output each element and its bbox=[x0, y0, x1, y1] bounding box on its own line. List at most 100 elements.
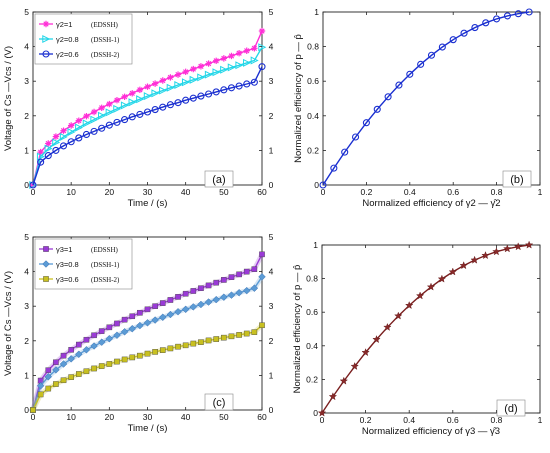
data-point bbox=[68, 346, 74, 353]
x-tick-label: 0.8 bbox=[491, 187, 503, 197]
data-point bbox=[330, 164, 338, 172]
data-point bbox=[91, 332, 97, 339]
data-point bbox=[174, 307, 182, 316]
data-point bbox=[82, 130, 90, 139]
legend-swatch-marker bbox=[42, 50, 50, 58]
legend-entry-note: (EDSSH) bbox=[91, 246, 119, 254]
data-point bbox=[121, 356, 128, 363]
data-point bbox=[37, 158, 45, 166]
x-tick-label: 60 bbox=[257, 187, 267, 197]
y-right-tick-label: 5 bbox=[269, 232, 274, 242]
data-point bbox=[152, 349, 158, 355]
data-point bbox=[339, 376, 348, 385]
data-point bbox=[197, 63, 205, 70]
data-point bbox=[105, 121, 113, 129]
data-point bbox=[243, 330, 250, 337]
data-point bbox=[258, 273, 266, 281]
data-point bbox=[121, 116, 129, 124]
y-right-tick-label: 2 bbox=[269, 336, 274, 346]
y-tick-label: 1 bbox=[24, 370, 29, 380]
data-point bbox=[235, 82, 243, 90]
data-point bbox=[136, 110, 144, 118]
data-point bbox=[45, 385, 52, 392]
data-point bbox=[361, 348, 370, 357]
legend-swatch-marker bbox=[43, 276, 49, 282]
data-point bbox=[75, 134, 83, 142]
data-point bbox=[60, 377, 67, 384]
y-right-tick-label: 4 bbox=[269, 42, 274, 52]
y-right-tick-label: 2 bbox=[269, 111, 274, 121]
data-point bbox=[75, 371, 82, 377]
data-point bbox=[341, 148, 349, 156]
data-point bbox=[159, 300, 166, 306]
data-point bbox=[503, 244, 512, 253]
data-point bbox=[189, 75, 198, 84]
panel-label-box: (d) bbox=[496, 399, 526, 417]
data-point bbox=[144, 306, 151, 313]
y-tick-label: 3 bbox=[24, 301, 29, 311]
data-point bbox=[236, 332, 242, 338]
data-point bbox=[136, 95, 145, 104]
data-point bbox=[98, 104, 105, 112]
y-right-tick-label: 0 bbox=[269, 180, 274, 190]
x-tick-label: 0 bbox=[31, 187, 36, 197]
y-tick-label: 0 bbox=[24, 405, 29, 415]
x-tick-label: 0.6 bbox=[447, 415, 459, 425]
x-axis-label: Time / (s) bbox=[128, 198, 168, 209]
data-point bbox=[128, 98, 137, 107]
y-tick-label: 0.4 bbox=[306, 341, 318, 351]
data-point bbox=[213, 57, 220, 64]
x-tick-label: 1 bbox=[538, 187, 543, 197]
data-point bbox=[213, 336, 220, 342]
data-point bbox=[220, 293, 228, 301]
data-point bbox=[415, 291, 425, 300]
panel-label-frame bbox=[502, 170, 532, 188]
legend-entry-label: γ3=0.6 bbox=[56, 275, 79, 284]
x-tick-label: 0.8 bbox=[490, 415, 502, 425]
data-point bbox=[75, 117, 82, 124]
data-point bbox=[105, 334, 114, 343]
data-point bbox=[106, 361, 113, 367]
data-point bbox=[151, 106, 159, 114]
y-tick-label: 0 bbox=[313, 408, 318, 418]
data-point bbox=[236, 271, 242, 278]
y-right-tick-label: 1 bbox=[269, 145, 274, 155]
panel-label-frame bbox=[204, 393, 234, 411]
x-axis-label: Normalized efficiency of γ2 — γ̂2 bbox=[362, 198, 500, 209]
data-point bbox=[228, 52, 235, 60]
data-point bbox=[113, 104, 122, 113]
x-tick-label: 40 bbox=[181, 187, 191, 197]
data-point bbox=[136, 321, 144, 330]
data-point bbox=[251, 45, 258, 52]
legend-entry-label: γ2=0.8 bbox=[56, 35, 79, 44]
data-point bbox=[350, 362, 359, 370]
data-point bbox=[29, 181, 37, 189]
series-line bbox=[32, 66, 263, 186]
x-tick-label: 0.4 bbox=[404, 187, 416, 197]
data-point bbox=[394, 311, 403, 320]
data-point bbox=[59, 132, 68, 141]
data-point bbox=[190, 340, 197, 347]
data-point bbox=[90, 127, 98, 135]
legend-entry-note: (DSSH-1) bbox=[91, 261, 120, 269]
data-point bbox=[137, 309, 143, 316]
data-point bbox=[159, 86, 168, 95]
data-point bbox=[67, 122, 75, 129]
series-1 bbox=[29, 27, 266, 189]
data-point bbox=[143, 92, 152, 101]
y-tick-label: 5 bbox=[24, 232, 29, 242]
data-point bbox=[243, 58, 252, 67]
data-point bbox=[228, 274, 235, 280]
data-point bbox=[166, 310, 175, 319]
legend-entry-label: γ2=0.6 bbox=[56, 50, 79, 59]
data-point bbox=[75, 350, 83, 359]
x-tick-label: 0.6 bbox=[447, 187, 459, 197]
y-tick-label: 0 bbox=[314, 180, 319, 190]
data-point bbox=[97, 338, 106, 346]
data-point bbox=[175, 343, 181, 350]
data-point bbox=[52, 146, 60, 154]
panel-label-box: (a) bbox=[204, 170, 234, 188]
data-point bbox=[220, 65, 229, 74]
data-point bbox=[197, 300, 205, 309]
